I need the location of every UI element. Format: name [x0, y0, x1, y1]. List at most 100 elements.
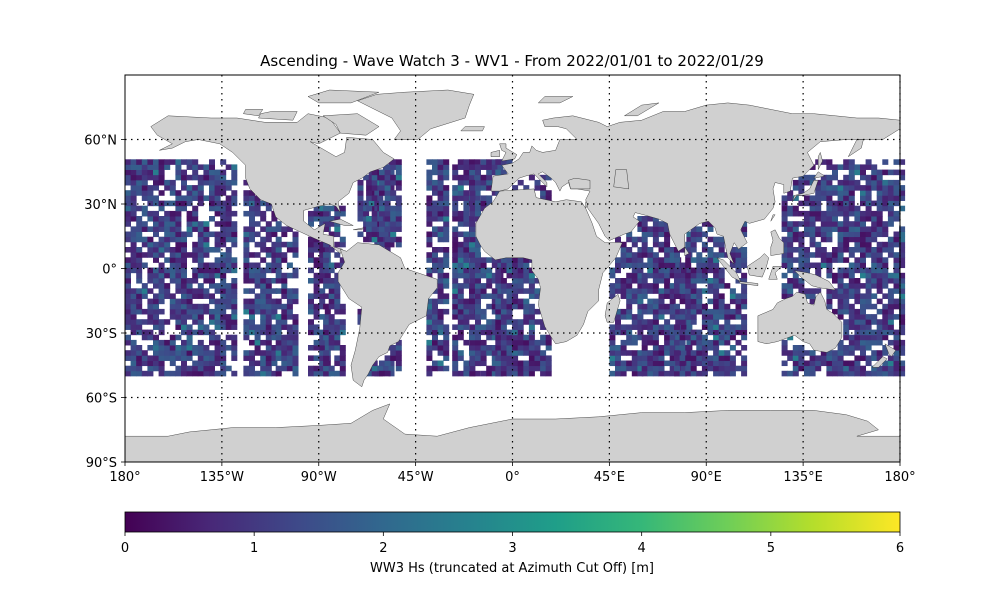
swath-cell [832, 226, 838, 232]
swath-cell [506, 365, 513, 372]
swath-cell [848, 185, 855, 191]
swath-cell [865, 241, 872, 248]
swath-cell [158, 174, 165, 181]
swath-cell [517, 365, 524, 372]
swath-cell [136, 360, 143, 367]
swath-cell [626, 247, 633, 253]
swath-cell [395, 226, 402, 232]
swath-cell [254, 308, 261, 315]
swath-cell [220, 278, 227, 284]
swath-cell [500, 365, 507, 372]
swath-cell [437, 329, 444, 336]
swath-cell [390, 216, 397, 222]
swath-cell [125, 190, 131, 196]
swath-cell [390, 205, 397, 212]
swath-cell [192, 205, 199, 212]
swath-cell [334, 241, 341, 248]
swath-cell [426, 308, 433, 315]
swath-cell [843, 179, 850, 186]
swath-cell [626, 360, 633, 367]
swath-cell [275, 298, 282, 305]
swath-cell [443, 190, 450, 196]
swath-cell [876, 195, 883, 201]
swath-cell [820, 179, 827, 186]
swath-cell [707, 288, 714, 294]
swath-cell [871, 226, 878, 232]
swath-cell [147, 210, 154, 217]
swath-cell [469, 370, 476, 377]
swath-cell [243, 179, 250, 186]
swath-cell [339, 303, 346, 310]
swath-cell [480, 164, 487, 170]
swath-cell [469, 205, 476, 212]
swath-cell [426, 298, 433, 305]
swath-cell [792, 365, 799, 372]
swath-cell [443, 210, 450, 217]
swath-cell [899, 350, 906, 356]
swath-cell [209, 365, 215, 372]
swath-cell [679, 319, 686, 325]
swath-cell [843, 365, 850, 372]
swath-cell [452, 190, 459, 196]
swath-cell [141, 283, 148, 289]
swath-cell [854, 185, 861, 191]
swath-cell [254, 231, 261, 238]
swath-cell [254, 278, 261, 284]
swath-cell [286, 262, 293, 269]
swath-cell [647, 247, 654, 253]
swath-cell [443, 283, 450, 289]
swath-cell [876, 308, 883, 315]
swath-cell [609, 293, 616, 299]
swath-cell [792, 355, 799, 361]
swath-cell [848, 314, 855, 320]
swath-cell [197, 257, 204, 263]
swath-cell [781, 345, 788, 351]
swath-cell [130, 195, 137, 201]
swath-cell [652, 303, 659, 310]
swath-cell [792, 283, 799, 289]
swath-cell [457, 164, 464, 170]
swath-cell [437, 226, 444, 232]
swath-cell [443, 278, 450, 284]
swath-cell [432, 262, 438, 269]
swath-cell [540, 370, 547, 377]
swath-cell [371, 174, 378, 181]
swath-cell [837, 257, 844, 263]
swath-cell [457, 288, 464, 294]
swath-cell [713, 360, 720, 367]
swath-cell [125, 298, 131, 305]
swath-cell [469, 288, 476, 294]
swath-cell [214, 241, 221, 248]
swath-cell [426, 221, 433, 227]
swath-cell [469, 314, 476, 320]
swath-cell [664, 252, 671, 258]
swath-cell [837, 298, 844, 305]
swath-cell [528, 314, 535, 320]
swath-cell [153, 283, 159, 289]
swath-cell [615, 267, 621, 274]
swath-cell [265, 345, 272, 351]
swath-cell [379, 185, 385, 191]
swath-cell [729, 252, 736, 258]
swath-cell [804, 210, 810, 217]
swath-cell [452, 216, 459, 222]
swath-cell [426, 314, 433, 320]
swath-cell [718, 314, 725, 320]
swath-cell [517, 262, 524, 269]
swath-cell [209, 216, 215, 222]
swath-cell [153, 174, 159, 181]
swath-cell [203, 174, 210, 181]
swath-cell [197, 247, 204, 253]
swath-cell [486, 319, 493, 325]
swath-cell [357, 210, 364, 217]
swath-cell [882, 159, 889, 165]
swath-cell [486, 334, 493, 341]
swath-cell [457, 241, 464, 248]
lat-tick-label: 60°S [86, 392, 117, 407]
swath-cell [781, 339, 788, 346]
swath-cell [469, 329, 476, 336]
swath-cell [506, 334, 513, 341]
swath-cell [432, 314, 438, 320]
swath-cell [882, 324, 889, 330]
swath-cell [319, 221, 326, 227]
